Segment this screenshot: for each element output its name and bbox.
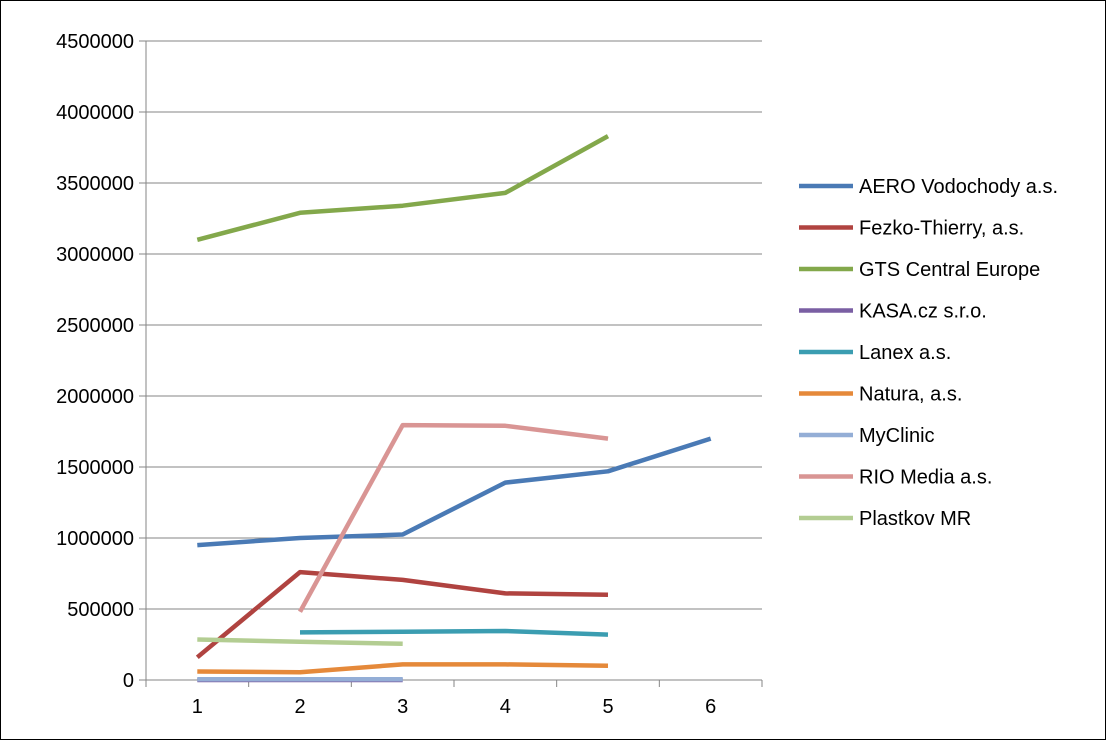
- legend-label: Lanex a.s.: [859, 342, 951, 364]
- axis-layer: 0 500000 1000000 1500000 2000000 2500000 30000…: [56, 31, 763, 718]
- legend-label: Plastkov MR: [859, 508, 971, 530]
- legend-label: Natura, a.s.: [859, 384, 962, 406]
- series-line-1: [195, 569, 609, 660]
- y-tick-label: 500000: [67, 599, 134, 621]
- y-tick-label: 3000000: [56, 244, 134, 266]
- y-tick-label: 0: [123, 670, 134, 692]
- legend-label: GTS Central Europe: [859, 259, 1040, 281]
- legend-label: Fezko-Thierry, a.s.: [859, 218, 1024, 240]
- series-line-7: [298, 422, 609, 613]
- grid-layer: [146, 40, 762, 610]
- series-line-8: [197, 637, 403, 647]
- y-tick-label: 2000000: [56, 386, 134, 408]
- legend-label: KASA.cz s.r.o.: [859, 301, 987, 323]
- y-tick-label: 4000000: [56, 102, 134, 124]
- legend-label: RIO Media a.s.: [859, 467, 992, 489]
- series-line-4: [299, 628, 609, 637]
- x-tick-label: 6: [705, 696, 716, 718]
- x-tick-label: 2: [294, 696, 305, 718]
- series-layer: [195, 134, 712, 683]
- y-tick-label: 4500000: [56, 31, 134, 53]
- x-tick-label: 5: [602, 696, 613, 718]
- x-tick-label: 3: [397, 696, 408, 718]
- series-line-2: [196, 134, 610, 242]
- legend-label: MyClinic: [859, 425, 935, 447]
- series-line-0: [197, 436, 712, 548]
- x-tick-label: 1: [192, 696, 203, 718]
- y-tick-label: 1000000: [56, 528, 134, 550]
- legend-label: AERO Vodochody a.s.: [859, 176, 1058, 198]
- series-line-5: [197, 662, 609, 675]
- x-tick-label: 4: [500, 696, 511, 718]
- y-tick-label: 2500000: [56, 315, 134, 337]
- y-tick-label: 1500000: [56, 457, 134, 479]
- y-tick-label: 3500000: [56, 173, 134, 195]
- legend: AERO Vodochody a.s. Fezko-Thierry, a.s. GT…: [799, 176, 1058, 530]
